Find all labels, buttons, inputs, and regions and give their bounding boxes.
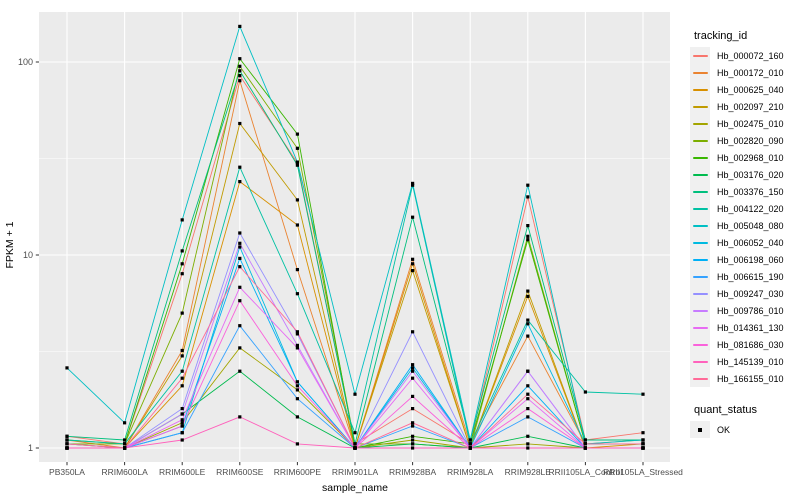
legend-item-label: Hb_145139_010 bbox=[717, 356, 784, 367]
x-tick-label: RRIM928LE bbox=[505, 467, 552, 477]
legend-item-Hb_003376_150: Hb_003376_150 bbox=[690, 183, 800, 200]
x-tick-label: RRIM928BA bbox=[389, 467, 437, 477]
legend-item-Hb_002968_010: Hb_002968_010 bbox=[690, 149, 800, 166]
x-axis-title: sample_name bbox=[322, 482, 388, 494]
line-swatch-icon bbox=[690, 200, 710, 217]
tracking-id-legend-items: Hb_000072_160 Hb_000172_010 Hb_000625_040 H… bbox=[690, 47, 800, 387]
legend-item-Hb_003176_020: Hb_003176_020 bbox=[690, 166, 800, 183]
x-tick-label: RRIM928LA bbox=[447, 467, 494, 477]
legend-item-Hb_005048_080: Hb_005048_080 bbox=[690, 217, 800, 234]
legend-item-label: Hb_000072_160 bbox=[717, 50, 784, 61]
legend-item-label: Hb_009247_030 bbox=[717, 288, 784, 299]
legend-item-Hb_166155_010: Hb_166155_010 bbox=[690, 370, 800, 387]
legend-item-Hb_006198_060: Hb_006198_060 bbox=[690, 251, 800, 268]
legend-item-Hb_006615_190: Hb_006615_190 bbox=[690, 268, 800, 285]
legend-item-label: Hb_002097_210 bbox=[717, 101, 784, 112]
line-swatch-icon bbox=[690, 149, 710, 166]
legend-item-label: Hb_081686_030 bbox=[717, 339, 784, 350]
line-swatch-icon bbox=[690, 98, 710, 115]
line-swatch-icon bbox=[690, 47, 710, 64]
x-tick-label: RRIM901LA bbox=[332, 467, 379, 477]
legend-item-label: Hb_002475_010 bbox=[717, 118, 784, 129]
legend-item-label: Hb_009786_010 bbox=[717, 305, 784, 316]
legend-title-quant-status: quant_status bbox=[694, 404, 757, 416]
line-swatch-icon bbox=[690, 115, 710, 132]
legend-item-Hb_004122_020: Hb_004122_020 bbox=[690, 200, 800, 217]
line-swatch-icon bbox=[690, 234, 710, 251]
legend-item-Hb_000072_160: Hb_000072_160 bbox=[690, 47, 800, 64]
legend-item-label: Hb_002968_010 bbox=[717, 152, 784, 163]
legend-item-ok: OK bbox=[690, 421, 800, 438]
legend-item-label: Hb_006615_190 bbox=[717, 271, 784, 282]
ok-square-icon bbox=[690, 421, 710, 438]
line-swatch-icon bbox=[690, 251, 710, 268]
legend-item-Hb_000172_010: Hb_000172_010 bbox=[690, 64, 800, 81]
line-swatch-icon bbox=[690, 268, 710, 285]
line-swatch-icon bbox=[690, 166, 710, 183]
legend-item-label: Hb_000625_040 bbox=[717, 84, 784, 95]
legend-title-tracking-id: tracking_id bbox=[694, 30, 748, 42]
legend-item-Hb_009247_030: Hb_009247_030 bbox=[690, 285, 800, 302]
legend-item-Hb_002097_210: Hb_002097_210 bbox=[690, 98, 800, 115]
legend-item-Hb_006052_040: Hb_006052_040 bbox=[690, 234, 800, 251]
line-swatch-icon bbox=[690, 132, 710, 149]
axis-ticks bbox=[35, 61, 644, 466]
legend-item-label: Hb_006198_060 bbox=[717, 254, 784, 265]
legend-item-Hb_014361_130: Hb_014361_130 bbox=[690, 319, 800, 336]
data-points bbox=[65, 24, 645, 450]
line-swatch-icon bbox=[690, 319, 710, 336]
y-tick-label: 10 bbox=[23, 250, 33, 260]
legend-item-label: Hb_003376_150 bbox=[717, 186, 784, 197]
x-tick-label: RRIM600LE bbox=[159, 467, 206, 477]
x-axis-labels: PB350LA RRIM600LA RRIM600LE RRIM600SE RRIM60… bbox=[49, 467, 683, 477]
legend-item-label: Hb_002820_090 bbox=[717, 135, 784, 146]
line-swatch-icon bbox=[690, 370, 710, 387]
legend-item-label: OK bbox=[717, 424, 731, 435]
y-tick-label: 1 bbox=[28, 443, 33, 453]
legend-item-label: Hb_014361_130 bbox=[717, 322, 784, 333]
y-axis-title: FPKM + 1 bbox=[4, 221, 16, 268]
legend-item-label: Hb_004122_020 bbox=[717, 203, 784, 214]
legend-item-Hb_002820_090: Hb_002820_090 bbox=[690, 132, 800, 149]
line-swatch-icon bbox=[690, 336, 710, 353]
line-swatch-icon bbox=[690, 81, 710, 98]
legend-item-label: Hb_166155_010 bbox=[717, 373, 784, 384]
line-swatch-icon bbox=[690, 183, 710, 200]
x-tick-label: RRIM600LA bbox=[101, 467, 148, 477]
x-tick-label: PB350LA bbox=[49, 467, 85, 477]
y-axis-labels: 1 10 100 bbox=[18, 57, 33, 453]
y-tick-label: 100 bbox=[18, 57, 33, 67]
legend-item-Hb_081686_030: Hb_081686_030 bbox=[690, 336, 800, 353]
line-swatch-icon bbox=[690, 302, 710, 319]
legend-item-label: Hb_006052_040 bbox=[717, 237, 784, 248]
legend-panel: tracking_id Hb_000072_160 Hb_000172_010 Hb… bbox=[690, 30, 800, 438]
line-swatch-icon bbox=[690, 64, 710, 81]
line-swatch-icon bbox=[690, 217, 710, 234]
legend-item-label: Hb_005048_080 bbox=[717, 220, 784, 231]
legend-item-Hb_145139_010: Hb_145139_010 bbox=[690, 353, 800, 370]
legend-item-Hb_000625_040: Hb_000625_040 bbox=[690, 81, 800, 98]
line-swatch-icon bbox=[690, 353, 710, 370]
legend-item-Hb_009786_010: Hb_009786_010 bbox=[690, 302, 800, 319]
x-tick-label: RRIM600PE bbox=[274, 467, 322, 477]
x-tick-label: RRII105LA_Control bbox=[549, 467, 623, 477]
line-swatch-icon bbox=[690, 285, 710, 302]
x-tick-label: RRIM600SE bbox=[216, 467, 264, 477]
legend-item-Hb_002475_010: Hb_002475_010 bbox=[690, 115, 800, 132]
x-tick-label: RRII105LA_Stressed bbox=[603, 467, 683, 477]
legend-item-label: Hb_003176_020 bbox=[717, 169, 784, 180]
legend-item-label: Hb_000172_010 bbox=[717, 67, 784, 78]
